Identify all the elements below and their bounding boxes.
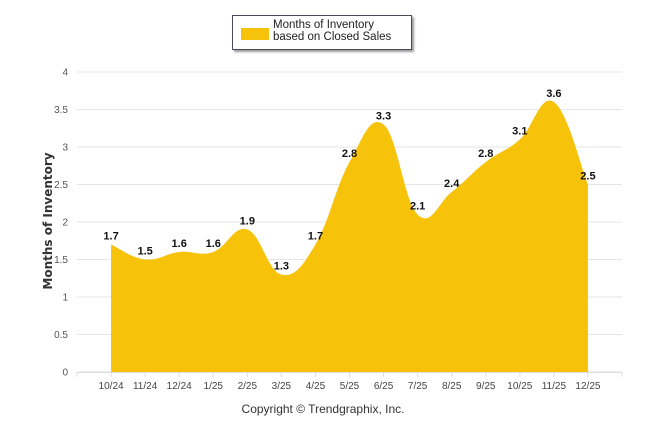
area-series bbox=[110, 100, 589, 372]
x-tick-label: 12/24 bbox=[167, 381, 192, 392]
data-label: 1.9 bbox=[240, 216, 255, 228]
x-tick-label: 10/24 bbox=[99, 381, 124, 392]
y-tick-label: 3.5 bbox=[54, 105, 68, 116]
x-tick-label: 4/25 bbox=[306, 381, 326, 392]
data-label: 2.8 bbox=[342, 148, 357, 160]
y-axis-title: Months of Inventory bbox=[41, 152, 55, 290]
y-axis: 0 0.5 1 1.5 2 2.5 3 3.5 4 bbox=[54, 68, 68, 379]
y-tick-label: 0.5 bbox=[54, 330, 68, 341]
data-label: 3.6 bbox=[546, 88, 561, 100]
data-label: 1.7 bbox=[308, 231, 323, 243]
area-fill bbox=[111, 100, 588, 372]
x-tick-label: 2/25 bbox=[238, 381, 258, 392]
legend-swatch bbox=[241, 28, 269, 40]
data-label: 3.3 bbox=[376, 111, 391, 123]
x-tick-label: 10/25 bbox=[507, 381, 532, 392]
data-label: 1.7 bbox=[103, 231, 118, 243]
x-tick-label: 9/25 bbox=[476, 381, 496, 392]
copyright-footer: Copyright © Trendgraphix, Inc. bbox=[241, 402, 405, 416]
data-labels: 1.7 1.5 1.6 1.6 1.9 1.3 1.7 2.8 3.3 2.1 2.4 2.8 3.1 3… bbox=[103, 88, 595, 273]
y-tick-label: 0 bbox=[62, 368, 68, 379]
y-tick-label: 4 bbox=[62, 68, 68, 79]
data-label: 1.6 bbox=[172, 238, 187, 250]
y-tick-label: 1.5 bbox=[54, 255, 68, 266]
legend: Months of Inventory based on Closed Sale… bbox=[232, 15, 412, 50]
y-tick-label: 2.5 bbox=[54, 180, 68, 191]
x-axis: 10/24 11/24 12/24 1/25 2/25 3/25 4/25 5/25 6/25 7… bbox=[76, 372, 623, 392]
data-label: 1.5 bbox=[137, 246, 152, 258]
data-label: 2.4 bbox=[444, 178, 460, 190]
y-tick-label: 1 bbox=[62, 293, 68, 304]
data-label: 2.8 bbox=[478, 148, 493, 160]
x-tick-label: 8/25 bbox=[442, 381, 462, 392]
x-tick-label: 7/25 bbox=[408, 381, 428, 392]
x-tick-label: 5/25 bbox=[340, 381, 360, 392]
data-label: 1.6 bbox=[206, 238, 221, 250]
legend-label: Months of Inventory based on Closed Sale… bbox=[273, 19, 392, 43]
y-tick-label: 2 bbox=[62, 218, 68, 229]
data-label: 2.5 bbox=[580, 171, 595, 183]
x-tick-label: 1/25 bbox=[204, 381, 224, 392]
x-tick-label: 11/25 bbox=[542, 381, 567, 392]
x-tick-label: 3/25 bbox=[272, 381, 292, 392]
data-label: 2.1 bbox=[410, 201, 425, 213]
x-tick-label: 11/24 bbox=[133, 381, 158, 392]
x-tick-label: 6/25 bbox=[374, 381, 394, 392]
data-label: 3.1 bbox=[512, 126, 527, 138]
x-tick-label: 12/25 bbox=[575, 381, 600, 392]
y-tick-label: 3 bbox=[62, 143, 68, 154]
data-label: 1.3 bbox=[274, 261, 289, 273]
